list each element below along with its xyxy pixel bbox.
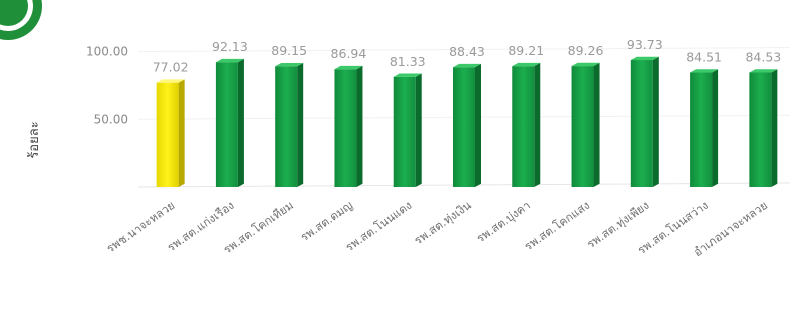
bar-top bbox=[571, 62, 600, 67]
bar bbox=[275, 62, 304, 187]
data-labels: 77.02 92.13 89.15 86.94 81.33 88.43 89.21 89.26… bbox=[153, 37, 782, 75]
category-label: รพ.สต.โนนแดง bbox=[343, 198, 415, 254]
y-axis-title: ร้อยละ bbox=[27, 121, 42, 158]
bar-top bbox=[275, 62, 304, 67]
bar bbox=[512, 62, 541, 187]
data-label: 93.73 bbox=[627, 37, 663, 52]
logo-emblem-icon bbox=[0, 0, 42, 40]
bar-side bbox=[652, 56, 659, 188]
bar-side bbox=[593, 62, 600, 187]
bar-front bbox=[630, 60, 653, 188]
bar-side bbox=[771, 69, 778, 187]
data-label: 92.13 bbox=[212, 39, 248, 54]
data-label: 89.15 bbox=[271, 43, 307, 58]
bar-top bbox=[334, 65, 363, 70]
bar-front bbox=[156, 82, 179, 187]
data-label: 89.26 bbox=[568, 43, 604, 58]
y-tick-label: 100.00 bbox=[86, 45, 128, 59]
bar-front bbox=[453, 67, 475, 187]
data-label: 89.21 bbox=[508, 43, 544, 58]
bar-side bbox=[534, 62, 541, 187]
bar bbox=[453, 63, 481, 188]
bar-top bbox=[512, 62, 541, 67]
data-label: 86.94 bbox=[331, 46, 367, 61]
bar-top bbox=[393, 73, 422, 77]
bar-top bbox=[453, 63, 481, 68]
category-label: รพ.สต.โคกแสง bbox=[522, 198, 593, 253]
bar bbox=[749, 69, 778, 187]
bar bbox=[571, 62, 600, 187]
bar-side bbox=[178, 79, 185, 187]
bar-top bbox=[749, 69, 778, 73]
bar-top bbox=[156, 79, 185, 83]
bar bbox=[690, 69, 719, 187]
bar bbox=[215, 58, 244, 187]
bar-front bbox=[215, 62, 238, 187]
bar-side bbox=[297, 62, 304, 187]
bar-series bbox=[156, 56, 778, 188]
category-label: รพ.สต.ทุ่งเงิน bbox=[411, 198, 473, 247]
category-label: รพ.สต.ดมญ bbox=[298, 198, 356, 244]
bar-top bbox=[630, 56, 659, 61]
bar-side bbox=[475, 63, 481, 188]
bar-top bbox=[690, 69, 719, 73]
y-tick-label: 50.00 bbox=[94, 112, 128, 126]
data-label: 77.02 bbox=[153, 60, 189, 75]
bar-front bbox=[512, 66, 535, 187]
bar-front bbox=[571, 66, 594, 187]
category-label: รพ.สต.บุ่งคา bbox=[474, 198, 533, 245]
data-label: 81.33 bbox=[390, 54, 426, 69]
bar-front bbox=[690, 72, 713, 187]
bar-side bbox=[356, 65, 363, 187]
data-label: 88.43 bbox=[449, 44, 485, 59]
bar-front bbox=[393, 76, 416, 187]
bar-side bbox=[415, 73, 422, 187]
bar-front bbox=[334, 69, 357, 187]
bar-front bbox=[275, 66, 298, 187]
gridline bbox=[137, 47, 791, 53]
bar-side bbox=[237, 58, 244, 187]
bar-top bbox=[215, 58, 244, 63]
bar-front bbox=[749, 72, 772, 187]
bar bbox=[393, 73, 422, 187]
data-label: 84.51 bbox=[686, 50, 722, 65]
data-label: 84.53 bbox=[745, 50, 781, 65]
bar bbox=[334, 65, 363, 187]
category-labels: รพช.นาจะหลวยรพ.สต.แก่งเรืองรพ.สต.โคกเทีย… bbox=[104, 198, 771, 259]
y-axis-ticks: 50.00 100.00 bbox=[86, 45, 128, 127]
bar bbox=[156, 79, 185, 187]
bar bbox=[630, 56, 659, 188]
bar-side bbox=[712, 69, 719, 187]
